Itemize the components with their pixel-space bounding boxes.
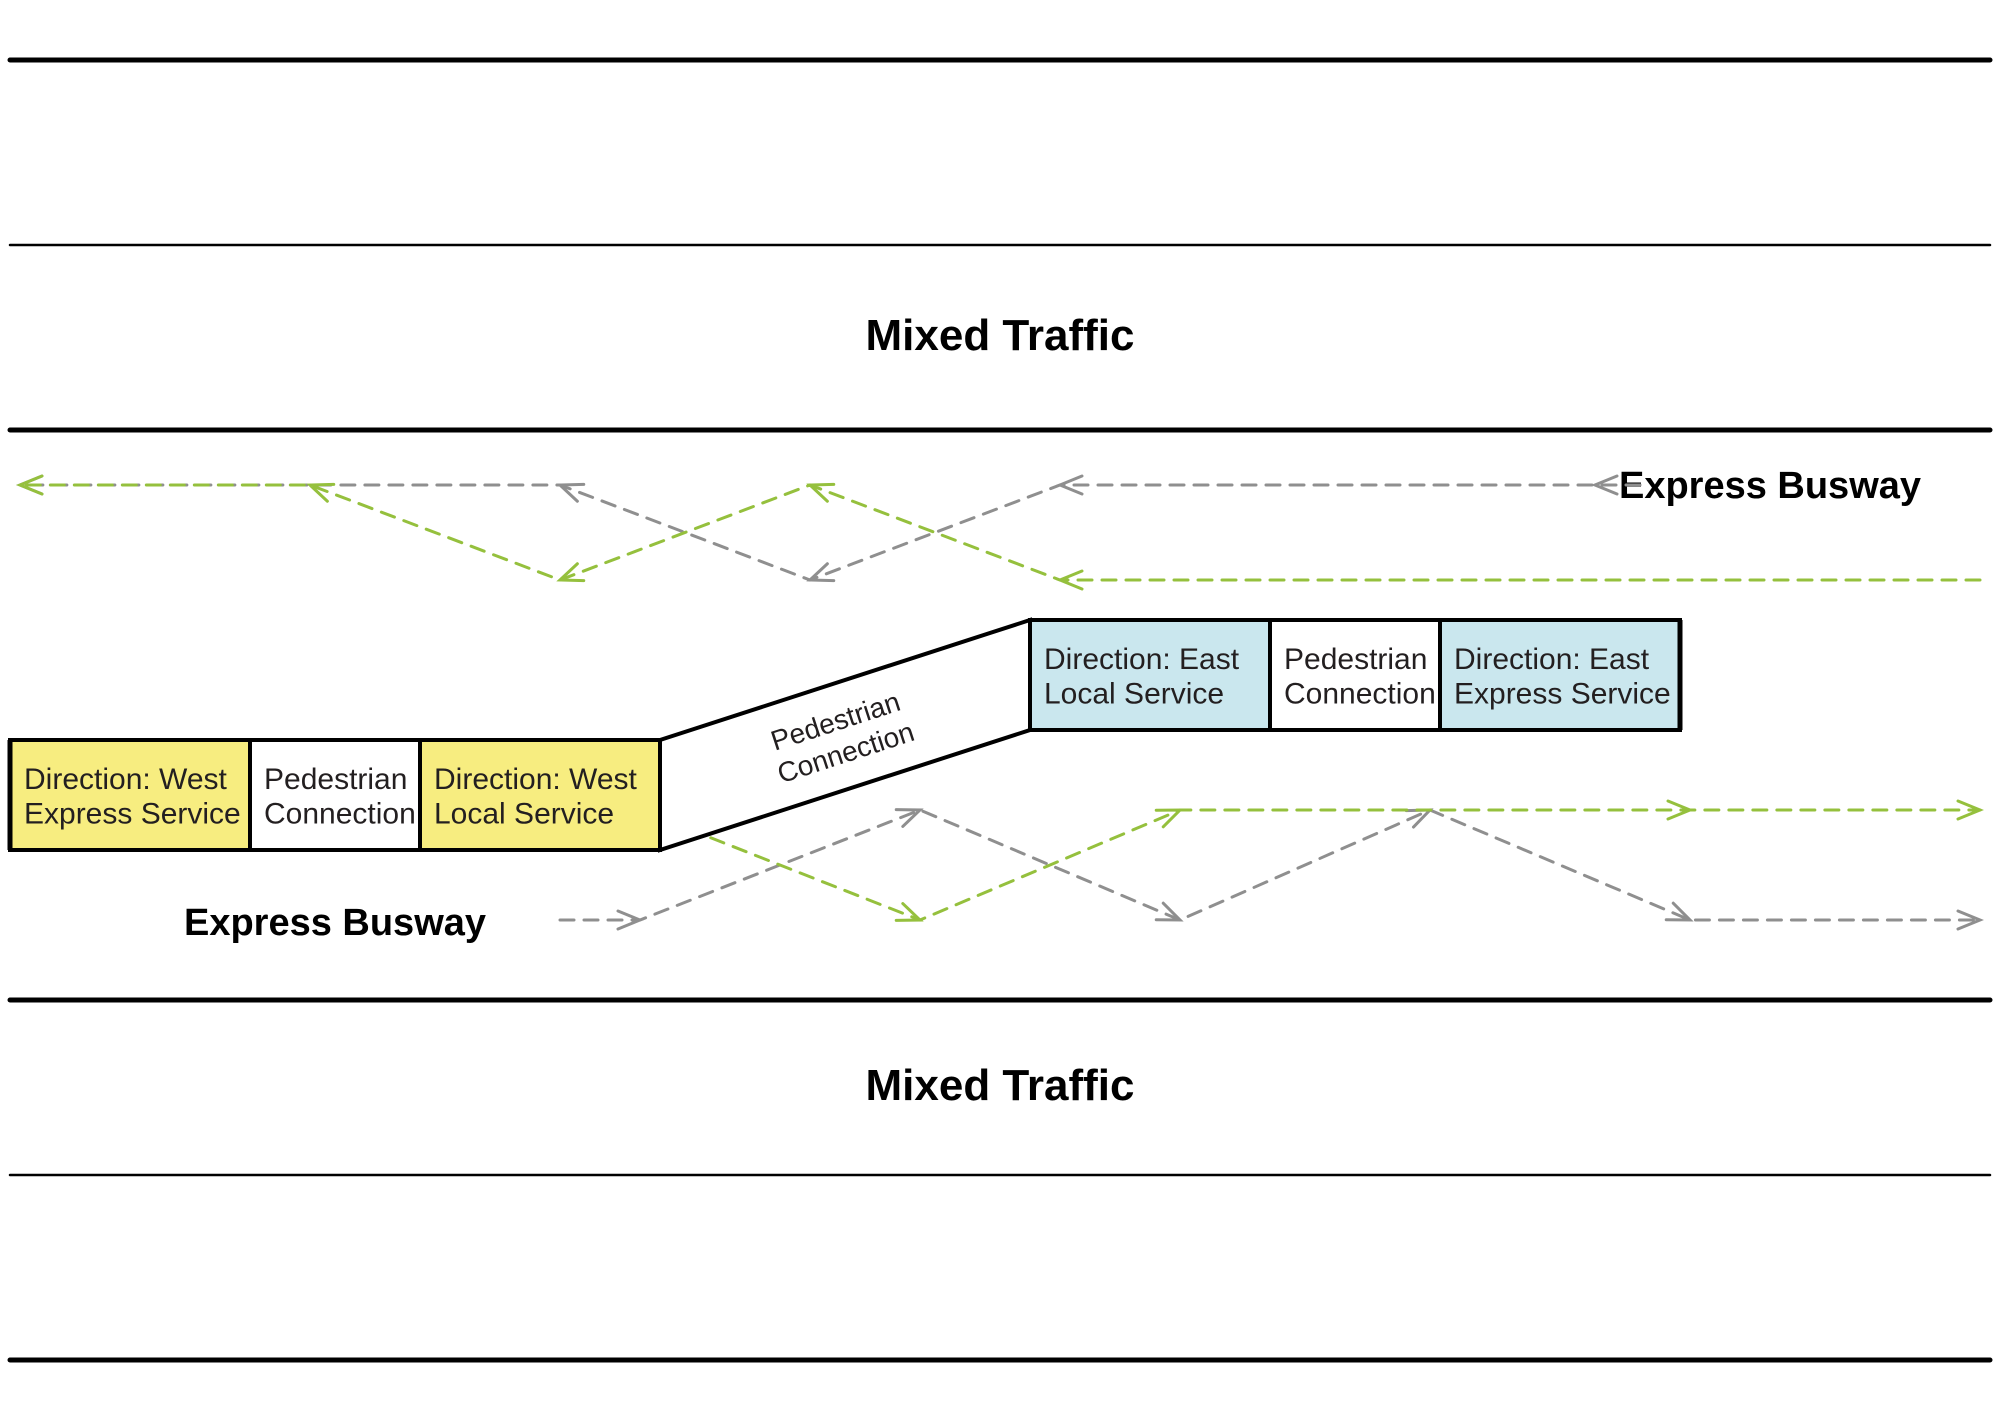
pedestrian-connector-diag bbox=[660, 620, 1030, 850]
platform-west_local-label-0: Direction: West bbox=[434, 763, 638, 796]
route-top_gray bbox=[20, 485, 1640, 580]
platform-east_express-label-0: Direction: East bbox=[1454, 643, 1650, 676]
platform-west_express-label-0: Direction: West bbox=[24, 763, 228, 796]
route-bot_gray bbox=[560, 810, 1980, 920]
express-busway-top-label: Express Busway bbox=[1619, 465, 1921, 507]
platform-ped_e1-label-1: Connection bbox=[1284, 678, 1436, 711]
mixed-traffic-top-label: Mixed Traffic bbox=[866, 311, 1135, 360]
mixed-traffic-bot-label: Mixed Traffic bbox=[866, 1061, 1135, 1110]
platform-east_local-label-1: Local Service bbox=[1044, 678, 1224, 711]
platform-west_local-label-1: Local Service bbox=[434, 798, 614, 831]
busway-diagram: Mixed Traffic Mixed Traffic Express Busway… bbox=[0, 0, 2000, 1423]
platform-ped_w1-label-0: Pedestrian bbox=[264, 763, 407, 796]
platform-ped_w1-label-1: Connection bbox=[264, 798, 416, 831]
platform-east_local-label-0: Direction: East bbox=[1044, 643, 1240, 676]
platform-ped_e1-label-0: Pedestrian bbox=[1284, 643, 1427, 676]
platform-east_express-label-1: Express Service bbox=[1454, 678, 1671, 711]
express-busway-bot-label: Express Busway bbox=[184, 902, 486, 944]
platform-west_express-label-1: Express Service bbox=[24, 798, 241, 831]
